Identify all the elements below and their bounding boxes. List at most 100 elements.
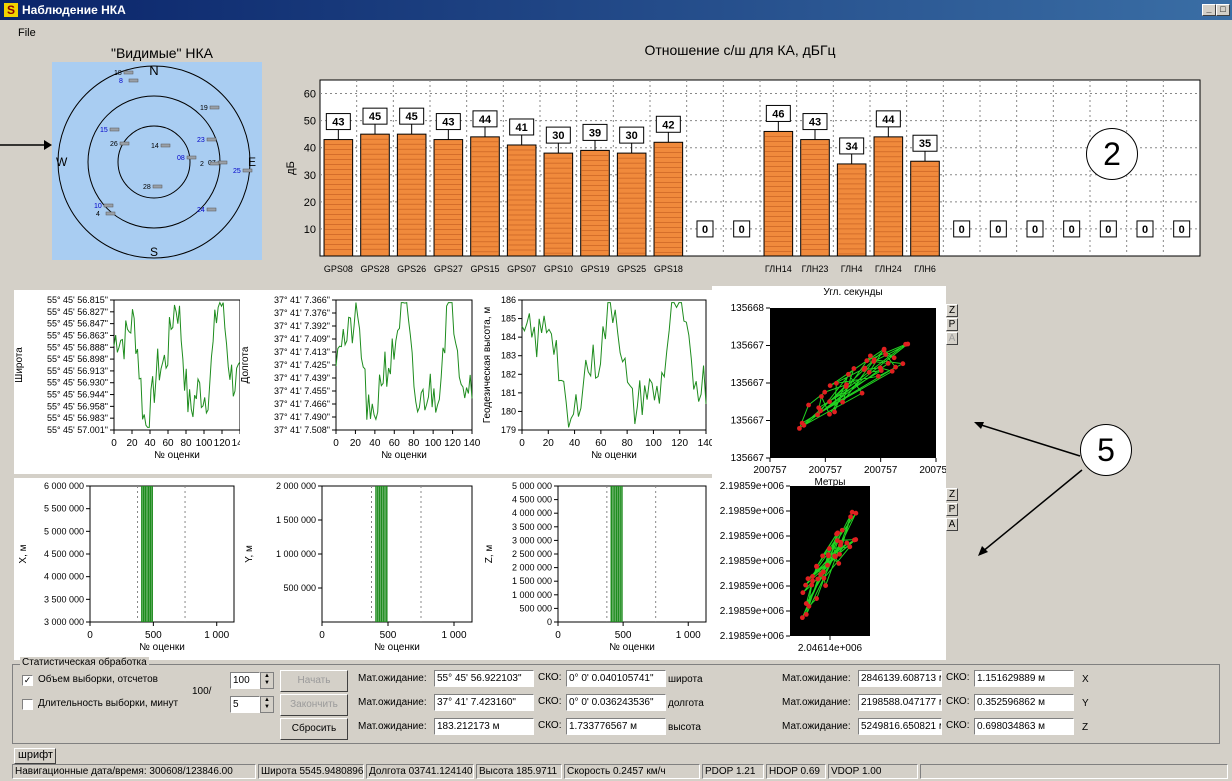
- track-point: [799, 615, 805, 621]
- top-zoom-z-button[interactable]: Z: [946, 304, 958, 317]
- track-point: [893, 364, 898, 370]
- angular-seconds-scatter: Угл. секунды 135668 135667 135667 135667 1356…: [712, 286, 946, 476]
- mean-field[interactable]: 5249816.650821 м: [858, 718, 942, 735]
- sky-south: S: [150, 245, 158, 259]
- font-tab[interactable]: шрифт: [14, 748, 56, 764]
- plot-area: [521, 299, 707, 431]
- maximize-button[interactable]: □: [1216, 4, 1230, 16]
- sample-size-spinner[interactable]: ▲ ▼: [260, 672, 274, 689]
- sko-field[interactable]: 1.733776567 м: [566, 718, 666, 735]
- satellite-marker: [206, 137, 217, 142]
- snr-bar: [616, 152, 647, 257]
- mean-field[interactable]: 2846139.608713 м: [858, 670, 942, 687]
- ytick-label: 2.19859e+006: [720, 581, 785, 592]
- chart-title: Угл. секунды: [823, 287, 882, 298]
- satellite-label: 24: [197, 207, 205, 214]
- finish-button[interactable]: Закончить: [280, 694, 348, 716]
- ytick-label: 37° 41' 7.376": [274, 308, 330, 318]
- snr-label-box: [655, 115, 681, 133]
- bottom-zoom-p-button[interactable]: P: [946, 503, 958, 516]
- satellite-label: 08: [177, 155, 185, 162]
- plot-area: [89, 485, 235, 623]
- mean-field[interactable]: 37° 41' 7.423160": [434, 694, 534, 711]
- snr-bar: [470, 136, 500, 257]
- snr-chart-title: Отношение с/ш для КА, дБГц: [644, 42, 836, 58]
- track-point: [836, 561, 842, 566]
- track-point: [821, 575, 827, 581]
- minimize-button[interactable]: _: [1202, 4, 1216, 16]
- ytick-label: 37° 41' 7.439": [274, 373, 330, 383]
- snr-data-label: 45: [406, 111, 418, 123]
- ytick-label: 135667: [731, 453, 765, 464]
- snr-bar: [360, 133, 390, 257]
- start-button[interactable]: Начать: [280, 670, 348, 692]
- mean-field[interactable]: 55° 45' 56.922103": [434, 670, 534, 687]
- status-vdop: VDOP 1.00: [828, 764, 918, 779]
- snr-data-label: 30: [552, 130, 564, 142]
- ylabel: Долгота: [240, 346, 251, 383]
- mean-field[interactable]: 2198588.047177 м: [858, 694, 942, 711]
- snr-category-label: GPS08: [324, 264, 353, 274]
- ytick-label: 2.19859e+006: [720, 606, 785, 617]
- sko-field[interactable]: 1.151629889 м: [974, 670, 1074, 687]
- xtick-label: 60: [162, 438, 174, 449]
- xtick-label: 80: [622, 438, 634, 449]
- duration-input[interactable]: 5: [230, 696, 260, 713]
- snr-label-box: [696, 220, 714, 238]
- track-point: [826, 546, 832, 552]
- snr-chart: 102030405060дБ43GPS0845GPS2845GPS2643GPS…: [285, 79, 1201, 274]
- ytick-label: 4 500 000: [512, 495, 552, 505]
- ytick-label: 37° 41' 7.466": [274, 399, 330, 409]
- ytick-label: 184: [501, 332, 516, 342]
- track-point: [818, 572, 823, 577]
- xtick-label: 2.04614e+006: [798, 643, 863, 654]
- snr-category-label: GPS18: [654, 264, 683, 274]
- track-point: [832, 554, 838, 560]
- duration-spinner[interactable]: ▲ ▼: [260, 696, 274, 713]
- track-point: [891, 355, 897, 361]
- satellite-marker: [123, 70, 134, 75]
- reset-button[interactable]: Сбросить: [280, 718, 348, 740]
- window-title: Наблюдение НКА: [22, 3, 126, 17]
- satellite-label: 25: [233, 168, 241, 175]
- ylabel: X, м: [18, 544, 29, 563]
- snr-data-label: 43: [332, 117, 344, 129]
- ytick-label: 2 000 000: [512, 563, 552, 573]
- track-point: [797, 425, 802, 431]
- sample-size-checkbox[interactable]: ✓: [22, 675, 33, 686]
- ytick-label: 186: [501, 295, 516, 305]
- ytick-label: 55° 45' 56.827": [47, 307, 108, 317]
- ytick-label: 55° 45' 56.930": [47, 378, 108, 388]
- track-point: [809, 582, 815, 588]
- sky-north: N: [149, 63, 158, 78]
- bottom-zoom-a-button[interactable]: A: [946, 518, 958, 531]
- sko-field[interactable]: 0° 0' 0.040105741": [566, 670, 666, 687]
- sky-plot: N S W E 188191526231408072528104242: [52, 62, 262, 260]
- mean-field[interactable]: 183.212173 м: [434, 718, 534, 735]
- snr-bar: [873, 136, 904, 257]
- snr-label-box: [912, 134, 938, 152]
- top-zoom-a-button[interactable]: A: [946, 332, 958, 345]
- sko-field[interactable]: 0.352596862 м: [974, 694, 1074, 711]
- sko-field[interactable]: 0° 0' 0.036243536": [566, 694, 666, 711]
- top-zoom-p-button[interactable]: P: [946, 318, 958, 331]
- ylabel: Широта: [14, 347, 25, 383]
- sko-label: СКО:: [538, 696, 562, 707]
- mean-label: Мат.ожидание:: [782, 673, 851, 684]
- series-line: [113, 301, 241, 428]
- sample-size-input[interactable]: 100: [230, 672, 260, 689]
- sko-field[interactable]: 0.698034863 м: [974, 718, 1074, 735]
- xtick-label: 200757: [809, 465, 843, 476]
- menu-file[interactable]: File: [18, 27, 36, 39]
- snr-data-label: 30: [626, 130, 638, 142]
- snr-data-label: 0: [702, 224, 708, 236]
- snr-label-box: [1026, 220, 1044, 238]
- track-point: [803, 601, 809, 606]
- ytick-label: 55° 45' 56.847": [47, 319, 108, 329]
- track-point: [823, 583, 829, 588]
- snr-label-box: [509, 118, 535, 136]
- snr-label-box: [545, 126, 571, 144]
- mean-label: Мат.ожидание:: [782, 721, 851, 732]
- duration-checkbox[interactable]: [22, 699, 33, 710]
- bottom-zoom-z-button[interactable]: Z: [946, 488, 958, 501]
